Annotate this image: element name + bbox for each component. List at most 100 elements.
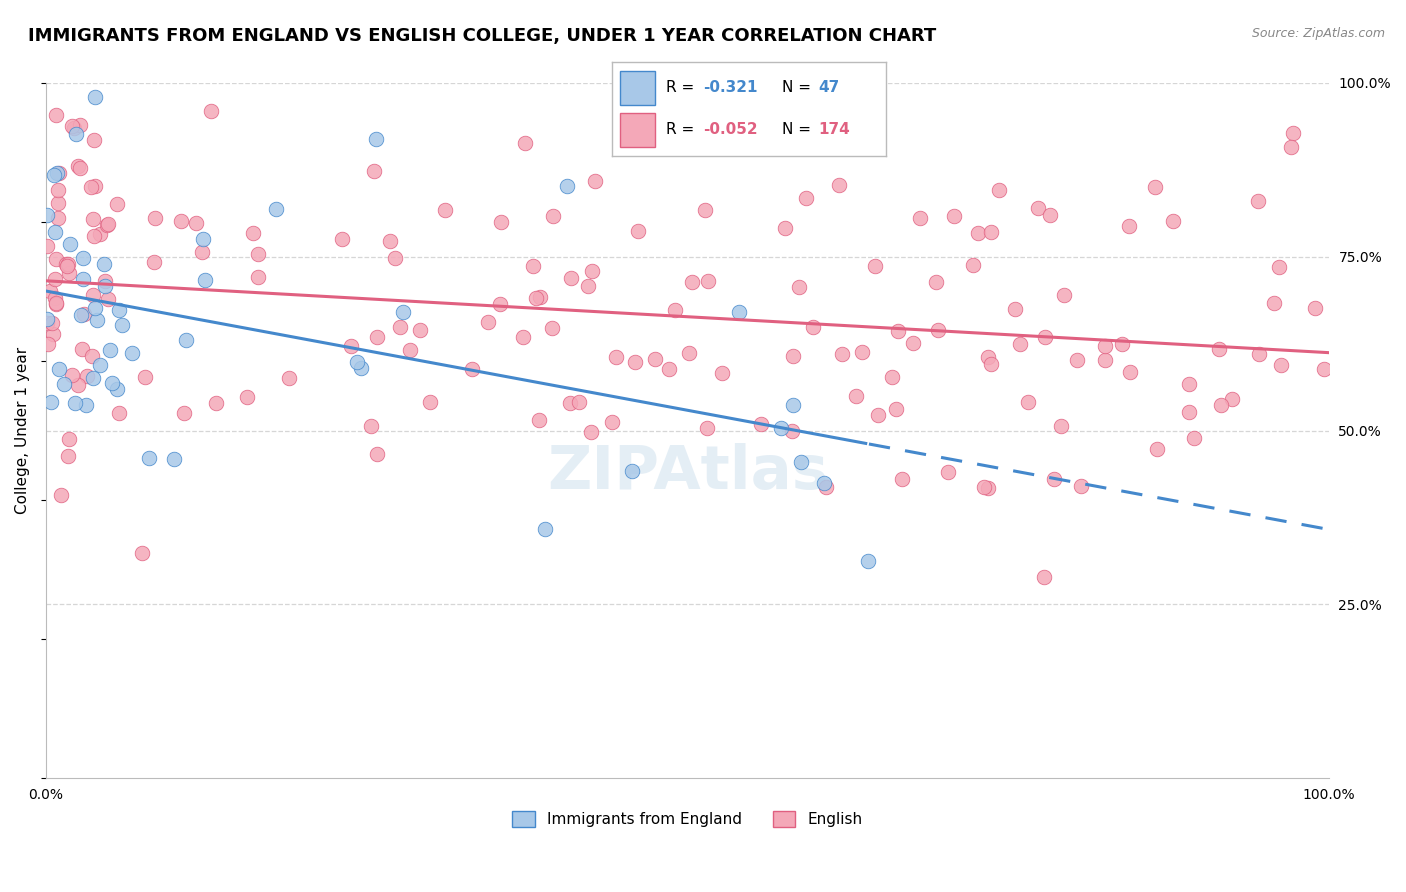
- Point: [366, 447, 388, 461]
- Point: [880, 369, 903, 384]
- Point: [42, 327, 65, 342]
- Point: [973, 480, 995, 494]
- Point: [908, 211, 931, 225]
- Point: [37, 312, 59, 326]
- Point: [46, 166, 69, 180]
- Point: [782, 349, 804, 363]
- Point: [1178, 405, 1201, 419]
- Bar: [620, 70, 655, 104]
- Point: [627, 224, 650, 238]
- Point: [399, 343, 422, 358]
- Point: [461, 362, 484, 376]
- Point: [346, 355, 368, 369]
- Point: [1094, 352, 1116, 367]
- Point: [247, 269, 270, 284]
- Point: [84, 90, 107, 104]
- Point: [980, 357, 1002, 371]
- Point: [66, 159, 89, 173]
- Point: [52, 377, 75, 392]
- Point: [977, 350, 1000, 364]
- Point: [200, 104, 222, 119]
- Point: [865, 259, 887, 273]
- Point: [527, 413, 550, 427]
- Point: [558, 395, 581, 409]
- Point: [512, 330, 534, 344]
- Point: [605, 350, 627, 364]
- Point: [1146, 442, 1168, 456]
- Point: [1161, 214, 1184, 228]
- Point: [1032, 570, 1054, 584]
- Point: [845, 389, 868, 403]
- Text: -0.052: -0.052: [703, 122, 758, 137]
- Point: [360, 419, 382, 434]
- Point: [44, 225, 66, 239]
- Text: R =: R =: [666, 80, 700, 95]
- Point: [105, 382, 128, 396]
- Point: [82, 288, 104, 302]
- Point: [828, 178, 851, 193]
- Point: [555, 179, 578, 194]
- Point: [72, 271, 94, 285]
- Text: N =: N =: [782, 122, 815, 137]
- Point: [524, 292, 547, 306]
- Point: [868, 409, 890, 423]
- Point: [1026, 201, 1049, 215]
- Point: [363, 163, 385, 178]
- Point: [1143, 180, 1166, 194]
- Point: [66, 377, 89, 392]
- Point: [943, 209, 966, 223]
- Point: [579, 425, 602, 439]
- Point: [235, 391, 257, 405]
- Point: [541, 321, 564, 335]
- Point: [80, 350, 103, 364]
- Point: [1303, 301, 1326, 316]
- Point: [925, 275, 948, 289]
- Point: [773, 220, 796, 235]
- Point: [46, 183, 69, 197]
- Point: [190, 244, 212, 259]
- Point: [936, 465, 959, 479]
- Point: [89, 227, 111, 242]
- Point: [45, 297, 67, 311]
- Point: [697, 274, 720, 288]
- Point: [813, 476, 835, 491]
- Point: [96, 219, 118, 233]
- Point: [330, 232, 353, 246]
- Point: [962, 258, 984, 272]
- Point: [83, 229, 105, 244]
- Point: [794, 191, 817, 205]
- Point: [75, 398, 97, 412]
- Point: [1263, 295, 1285, 310]
- Point: [489, 297, 512, 311]
- Point: [108, 406, 131, 420]
- Point: [515, 136, 537, 150]
- Point: [205, 395, 228, 409]
- Point: [927, 323, 949, 337]
- Point: [856, 554, 879, 568]
- Point: [65, 127, 87, 141]
- Point: [891, 472, 914, 486]
- Point: [100, 376, 122, 390]
- Point: [644, 351, 666, 366]
- Point: [42, 168, 65, 182]
- Point: [84, 179, 107, 194]
- Point: [44, 272, 66, 286]
- Point: [37, 316, 59, 330]
- Point: [491, 215, 513, 229]
- Point: [678, 345, 700, 359]
- Point: [62, 119, 84, 133]
- Point: [37, 208, 59, 222]
- Point: [111, 318, 134, 332]
- Point: [967, 226, 990, 240]
- Point: [89, 358, 111, 372]
- Point: [711, 366, 734, 380]
- Point: [664, 302, 686, 317]
- Point: [63, 121, 86, 136]
- Point: [378, 234, 401, 248]
- Point: [56, 256, 79, 270]
- Bar: [620, 113, 655, 147]
- Point: [1279, 140, 1302, 154]
- Text: Source: ZipAtlas.com: Source: ZipAtlas.com: [1251, 27, 1385, 40]
- Point: [392, 304, 415, 318]
- Point: [541, 210, 564, 224]
